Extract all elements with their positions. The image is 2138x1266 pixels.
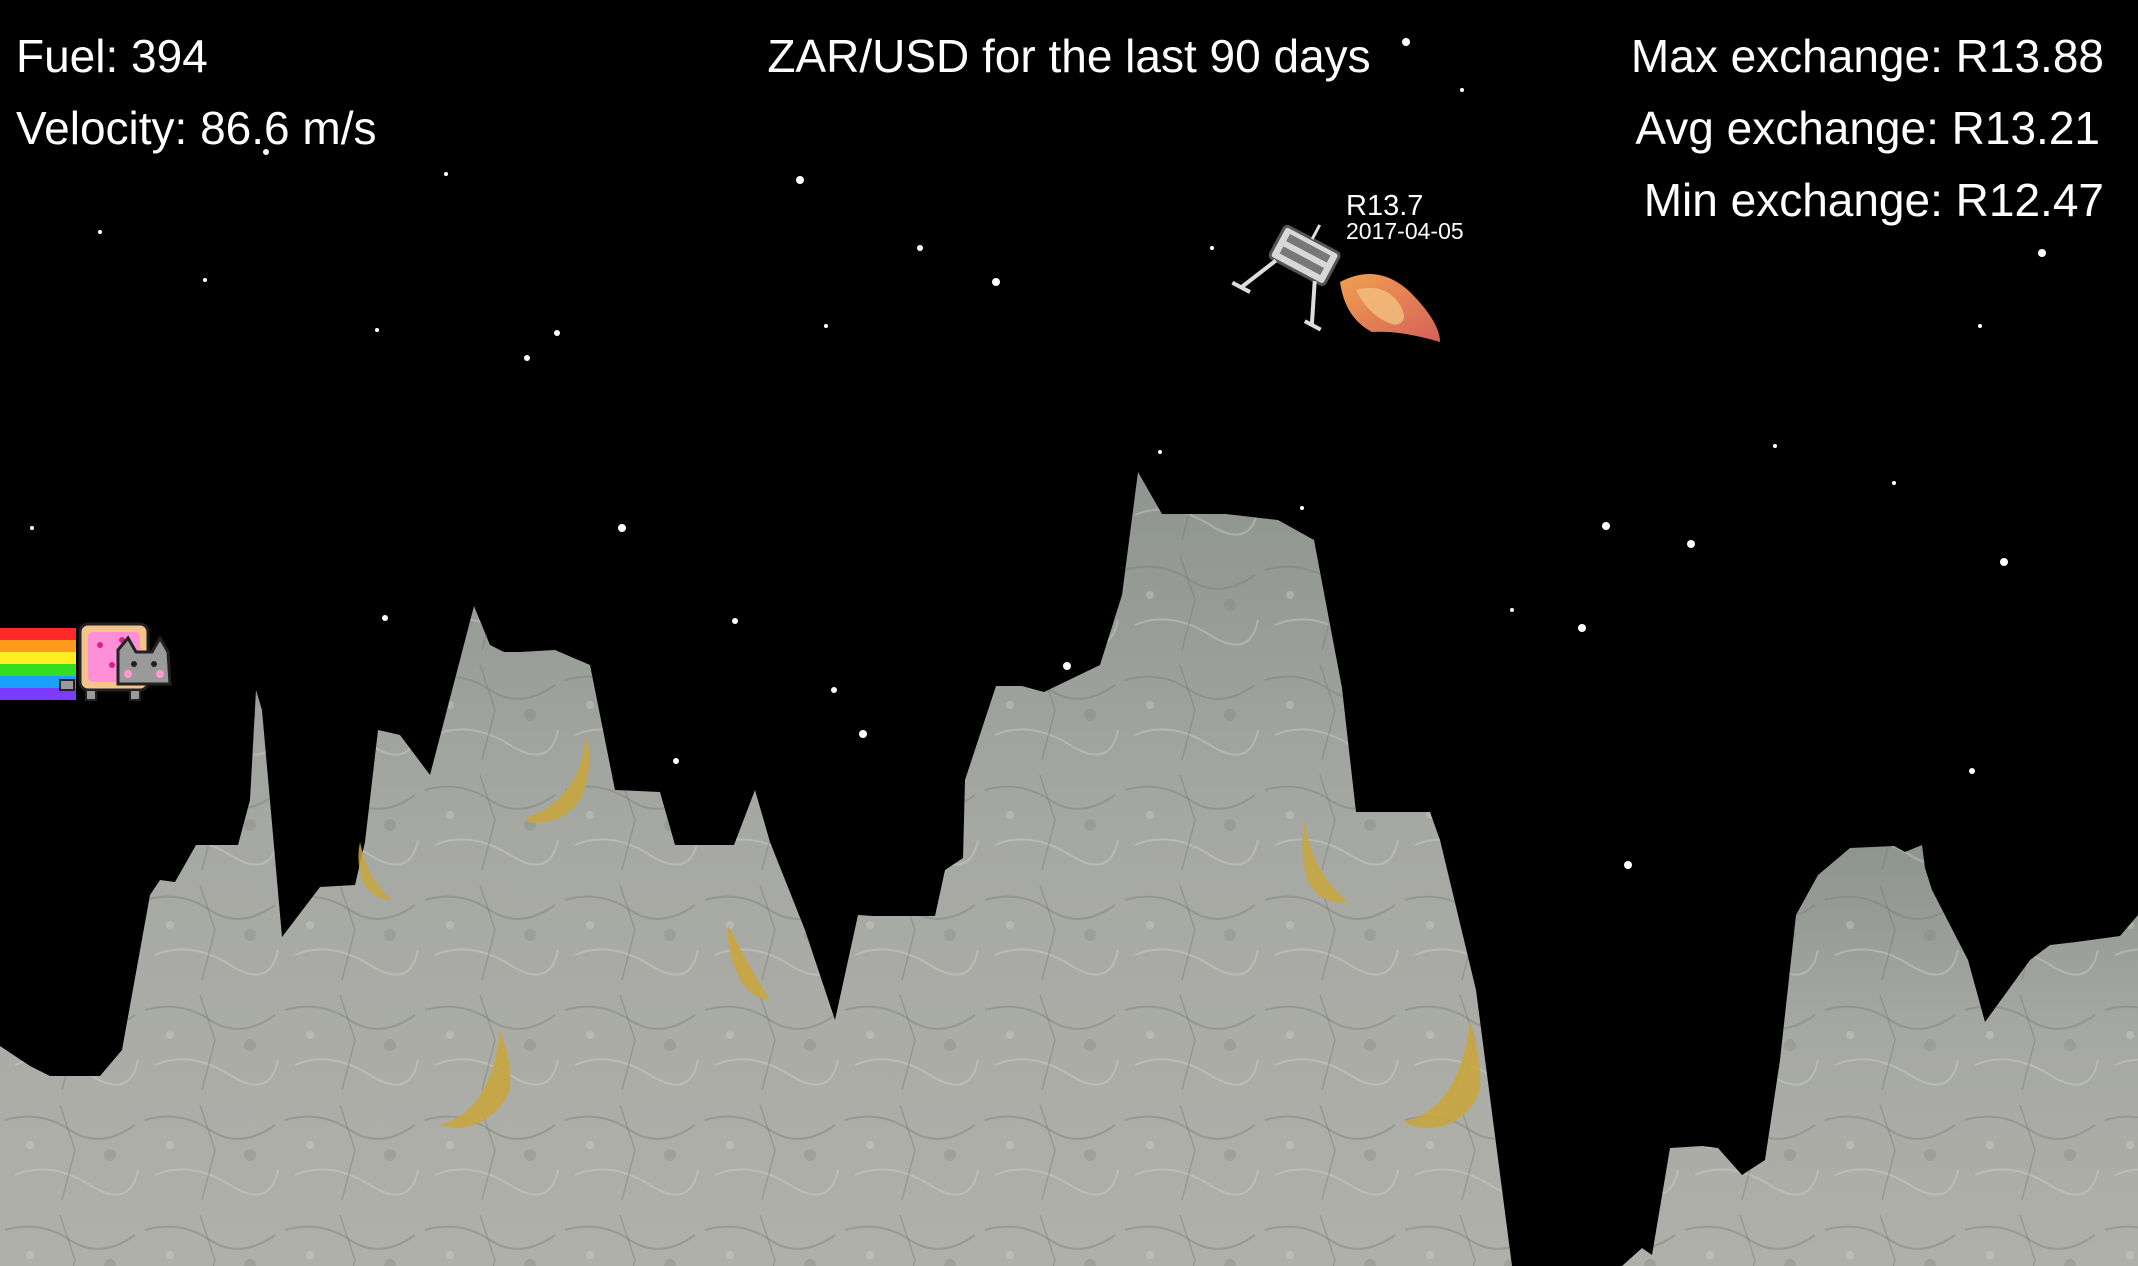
banana-icon <box>727 925 770 1000</box>
banana-icon <box>358 842 392 900</box>
banana-icon <box>1302 820 1348 903</box>
fuel-readout: Fuel: 394 <box>16 30 208 82</box>
banana-icon <box>440 1030 511 1128</box>
lander-date-label: 2017-04-05 <box>1346 218 1464 244</box>
velocity-readout: Velocity: 86.6 m/s <box>16 102 377 154</box>
max-exchange-readout: Max exchange: R13.88 <box>1630 30 2104 82</box>
lunar-lander-icon <box>1231 224 1440 342</box>
banana-icon <box>525 735 590 824</box>
starfield <box>30 38 2046 869</box>
banana-icon <box>1402 1020 1481 1129</box>
banana-pickups <box>358 735 1481 1129</box>
avg-exchange-readout: Avg exchange: R13.21 <box>1635 102 2100 154</box>
chart-title: ZAR/USD for the last 90 days <box>767 30 1371 82</box>
min-exchange-readout: Min exchange: R12.47 <box>1643 174 2104 226</box>
terrain <box>0 472 2138 1266</box>
lander-rate-label: R13.7 <box>1346 190 1424 222</box>
nyan-cat-icon <box>0 622 172 701</box>
